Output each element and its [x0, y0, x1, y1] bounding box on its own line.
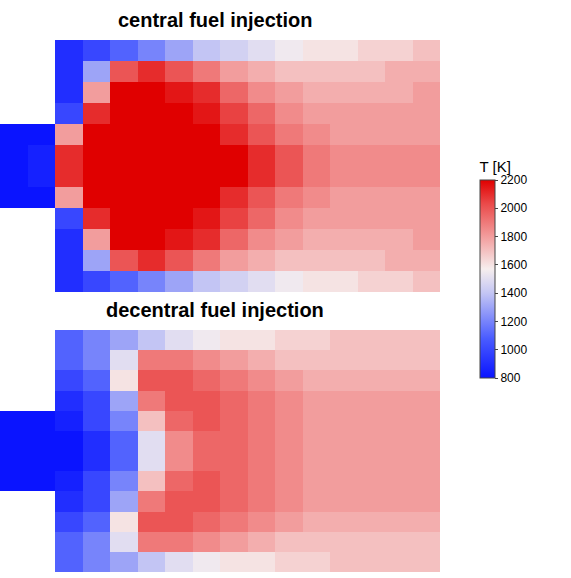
svg-text:central fuel injection: central fuel injection [118, 9, 312, 31]
svg-text:1000: 1000 [500, 343, 527, 357]
svg-text:2000: 2000 [500, 201, 527, 215]
svg-text:1600: 1600 [500, 258, 527, 272]
svg-text:800: 800 [500, 371, 520, 385]
svg-text:1800: 1800 [500, 230, 527, 244]
svg-text:T [K]: T [K] [480, 158, 511, 175]
svg-text:1200: 1200 [500, 315, 527, 329]
svg-text:1400: 1400 [500, 286, 527, 300]
svg-text:decentral fuel injection: decentral fuel injection [106, 299, 324, 321]
svg-text:2200: 2200 [500, 173, 527, 187]
